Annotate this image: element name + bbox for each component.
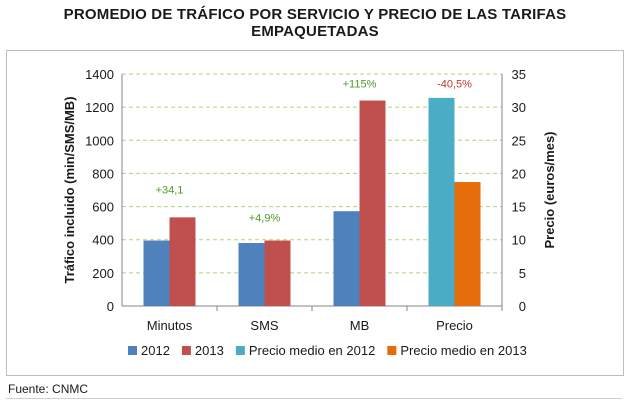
legend-swatch	[235, 346, 245, 355]
bar-sms-2012	[238, 243, 265, 306]
y2-axis-title: Precio (euros/mes)	[542, 131, 557, 248]
chart-title-line-2: EMPAQUETADAS	[251, 23, 379, 40]
bar-mb-2013	[359, 100, 386, 306]
data-annotation: +115%	[343, 78, 377, 90]
chart-frame	[6, 50, 624, 376]
y2-tick-label: 10	[512, 233, 526, 248]
bar-precio-precio-medio-en-2013	[454, 182, 481, 306]
data-annotation: +4,9%	[249, 212, 281, 224]
y-tick-label: 1400	[85, 67, 114, 82]
legend-swatch	[128, 346, 137, 355]
y2-tick-label: 20	[512, 166, 526, 181]
legend-swatch	[387, 346, 397, 355]
chart-title-line-1: PROMEDIO DE TRÁFICO POR SERVICIO Y PRECI…	[63, 6, 567, 23]
y-tick-label: 1000	[85, 133, 114, 148]
bar-precio-precio-medio-en-2012	[428, 97, 455, 306]
y-tick-label: 400	[92, 233, 114, 248]
y2-tick-label: 0	[519, 299, 526, 314]
y2-tick-label: 15	[512, 200, 526, 215]
x-tick-label: Precio	[436, 318, 473, 333]
source-note: Fuente: CNMC	[8, 382, 89, 396]
bar-minutos-2013	[169, 217, 196, 306]
bar-sms-2013	[264, 240, 291, 306]
data-annotation: +34,1	[156, 184, 184, 196]
y-tick-label: 200	[92, 266, 114, 281]
legend-label: 2013	[195, 343, 224, 358]
y2-tick-label: 35	[512, 67, 526, 82]
legend-label: 2012	[141, 343, 170, 358]
y-tick-label: 600	[92, 200, 114, 215]
y2-tick-label: 25	[512, 133, 526, 148]
bar-minutos-2012	[143, 240, 170, 306]
x-tick-label: Minutos	[147, 318, 193, 333]
y-axis-title: Tráfico incluido (min/SMS/MB)	[62, 96, 77, 283]
x-tick-label: MB	[350, 318, 370, 333]
legend-label: Precio medio en 2013	[400, 343, 526, 358]
x-tick-label: SMS	[250, 318, 279, 333]
bar-mb-2012	[333, 211, 360, 306]
legend-label: Precio medio en 2012	[249, 343, 375, 358]
y2-tick-label: 5	[519, 266, 526, 281]
y2-tick-label: 30	[512, 100, 526, 115]
y-tick-label: 1200	[85, 100, 114, 115]
footer-rule	[6, 398, 622, 399]
y-tick-label: 800	[92, 166, 114, 181]
data-annotation: -40,5%	[437, 78, 472, 90]
chart-title: PROMEDIO DE TRÁFICO POR SERVICIO Y PRECI…	[0, 6, 630, 40]
legend-swatch	[181, 346, 191, 355]
y-tick-label: 0	[107, 299, 114, 314]
